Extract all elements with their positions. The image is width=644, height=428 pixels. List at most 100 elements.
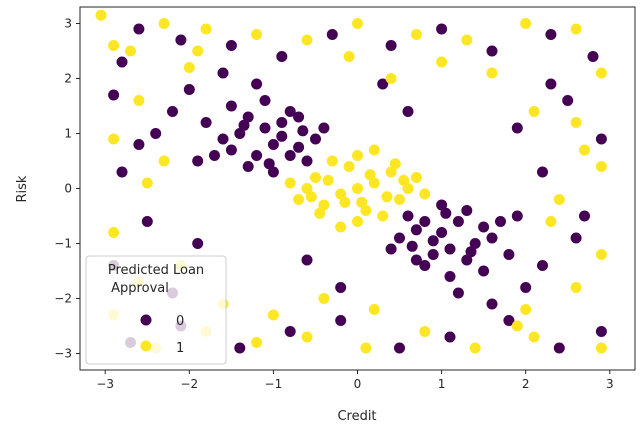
point-class-0-29 [297,125,309,137]
point-class-0-73 [537,166,548,178]
point-class-0-43 [394,232,405,244]
point-class-1-77 [192,45,204,57]
point-class-0-79 [335,315,347,326]
point-class-0-8 [234,128,246,139]
point-class-0-23 [267,166,279,178]
y-tick-label-4: 1 [64,127,72,141]
x-tick-label-4: 1 [438,377,446,391]
point-class-0-30 [478,265,490,277]
point-class-1-24 [339,196,351,208]
point-class-0-41 [503,249,515,260]
point-class-1-40 [570,23,582,35]
point-class-1-13 [352,150,363,161]
point-class-0-86 [141,216,153,227]
point-class-0-35 [486,232,498,244]
point-class-0-82 [503,315,515,326]
point-class-1-62 [108,40,120,51]
point-class-1-27 [398,174,410,186]
point-class-0-64 [116,56,128,68]
point-class-1-28 [305,191,317,203]
point-class-0-51 [511,210,523,222]
point-class-0-50 [520,282,532,293]
point-class-1-73 [158,155,170,167]
point-class-0-2 [259,122,271,134]
point-class-0-21 [192,155,204,167]
x-tick-label-1: −2 [180,377,198,391]
x-axis-label: Credit [337,409,376,424]
point-class-1-76 [368,304,380,315]
x-tick-label-3: 0 [354,377,362,391]
point-class-0-47 [452,287,464,299]
point-class-1-12 [301,183,313,194]
point-class-0-11 [200,117,212,128]
legend-box [85,255,227,365]
point-class-1-33 [200,23,212,35]
point-class-0-44 [461,205,473,216]
point-class-1-3 [385,166,397,178]
point-class-1-60 [108,133,120,145]
point-class-0-55 [486,298,498,310]
point-class-0-54 [537,260,548,271]
point-class-1-7 [394,194,405,205]
point-class-1-1 [368,177,380,189]
point-class-1-18 [335,221,347,233]
point-class-0-24 [167,106,178,117]
point-class-0-49 [478,221,490,233]
point-class-1-23 [364,169,376,181]
point-class-0-48 [410,254,422,266]
point-class-0-65 [326,29,338,40]
point-class-1-66 [520,304,532,315]
point-class-0-0 [225,100,237,112]
x-tick-label-6: 3 [606,377,614,391]
point-class-0-68 [486,45,498,57]
point-class-1-48 [528,331,540,343]
point-class-0-17 [251,78,263,90]
point-class-0-3 [276,130,288,142]
point-class-1-30 [95,9,107,21]
legend-label-0: 0 [176,314,184,329]
point-class-1-10 [326,155,338,167]
point-class-1-5 [360,205,372,216]
point-class-0-92 [192,238,204,249]
point-class-0-71 [562,95,574,106]
point-class-0-53 [436,199,448,211]
point-class-1-9 [377,210,389,222]
y-tick-label-5: 2 [64,72,72,86]
point-class-0-90 [335,282,347,293]
point-class-0-96 [301,254,313,266]
legend-title-line-1: Predicted Loan [108,263,204,278]
point-class-0-31 [461,254,473,266]
y-tick-label-1: −2 [54,292,72,306]
y-tick-label-3: 0 [64,182,72,196]
point-class-1-58 [108,227,120,238]
legend-marker-1 [140,340,152,352]
point-class-1-37 [410,29,422,40]
point-class-0-83 [553,342,565,354]
point-class-1-11 [402,183,414,194]
legend-title-line-2: Approval [111,281,169,296]
point-class-0-32 [444,243,456,255]
point-class-0-91 [377,78,389,90]
point-class-0-63 [276,51,288,62]
y-tick-label-6: 3 [64,17,72,31]
point-class-1-61 [133,95,145,106]
legend-marker-0 [140,314,152,326]
point-class-1-14 [352,216,363,227]
points-layer [95,9,607,354]
point-class-0-14 [242,161,254,172]
point-class-0-10 [301,155,313,167]
point-class-1-42 [570,117,582,128]
point-class-0-19 [225,144,237,156]
point-class-0-18 [293,111,305,123]
point-class-0-98 [133,139,145,150]
point-class-0-42 [444,271,456,282]
point-class-0-56 [419,216,431,227]
point-class-0-28 [263,158,275,170]
point-class-0-93 [511,122,523,134]
point-class-1-75 [343,51,355,62]
point-class-0-15 [209,150,220,161]
point-class-1-16 [293,194,305,205]
point-class-1-21 [419,188,431,200]
point-class-1-35 [301,34,313,46]
point-class-0-59 [406,240,418,252]
